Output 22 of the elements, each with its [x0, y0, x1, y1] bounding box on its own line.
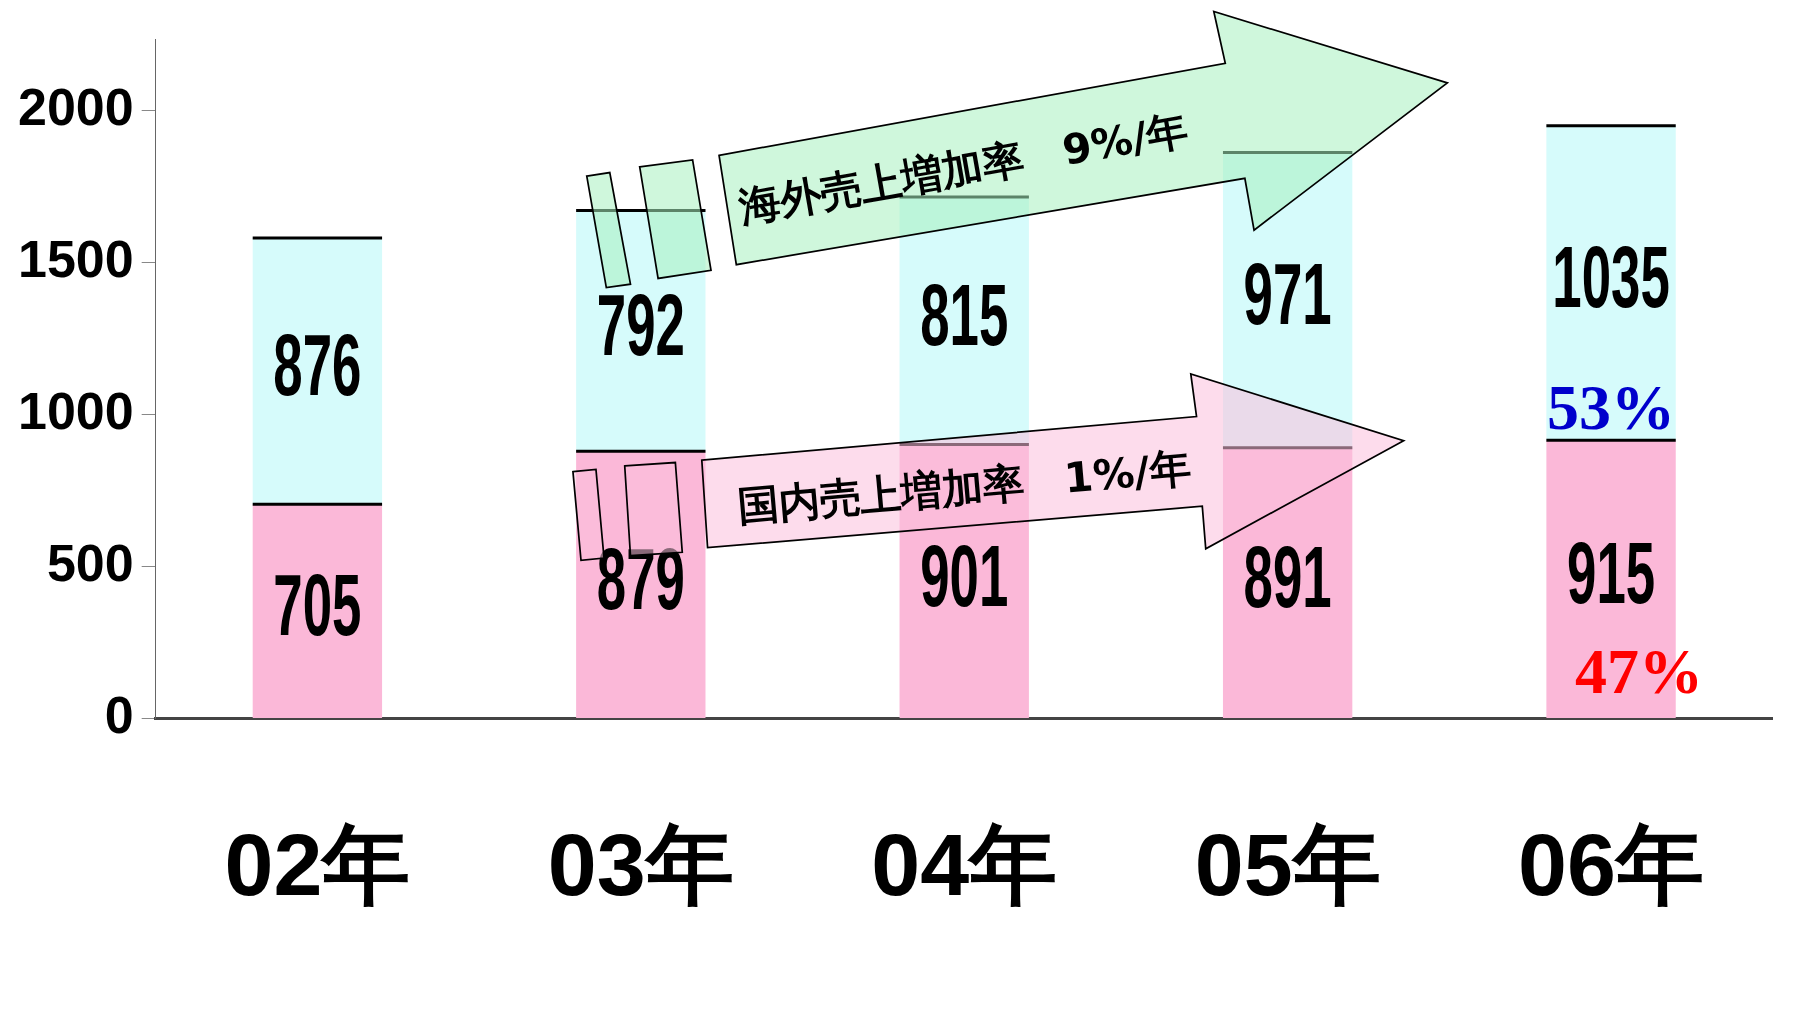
y-tick-label: 0	[104, 685, 134, 744]
y-tick-label: 500	[46, 533, 134, 592]
data-label: 792	[596, 275, 685, 374]
x-tick-label: 02年	[224, 815, 411, 915]
data-label: 879	[596, 528, 685, 628]
data-label: 971	[1243, 244, 1332, 343]
x-tick-label: 05年	[1194, 815, 1381, 915]
x-tick-label: 03年	[547, 815, 734, 915]
annotation: 53%	[1547, 372, 1676, 444]
x-tick-label: 04年	[871, 815, 1058, 915]
data-label: 1035	[1552, 227, 1670, 326]
annotation: 47%	[1575, 635, 1704, 707]
data-label: 891	[1243, 526, 1332, 626]
data-label: 915	[1567, 523, 1656, 622]
y-tick-label: 1000	[17, 381, 134, 440]
data-label: 876	[273, 315, 362, 414]
y-tick-label: 1500	[17, 229, 134, 288]
x-tick-label: 06年	[1518, 815, 1704, 915]
data-label: 705	[273, 555, 362, 654]
data-label: 815	[920, 264, 1009, 364]
annotation: 海外売上増加率 9%/年	[734, 105, 1192, 232]
y-tick-label: 2000	[17, 77, 134, 136]
